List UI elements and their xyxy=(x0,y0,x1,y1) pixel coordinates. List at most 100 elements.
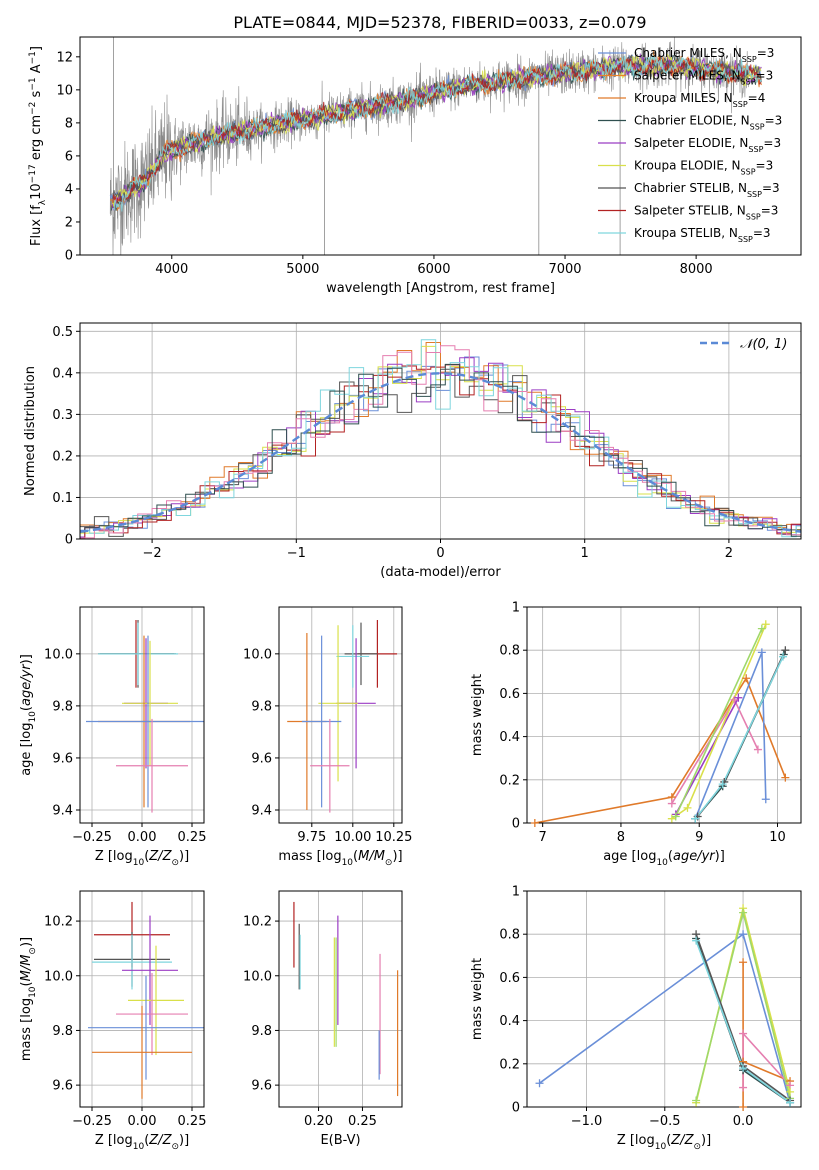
y-axis-label-part: 10 xyxy=(28,986,38,998)
x-axis-label-part: ⊙ xyxy=(171,1142,179,1152)
axes-age-vs-mass: 9.75 10.00 10.25 9.4 9.6 9.8 10.0 mass [log10(M… xyxy=(243,606,412,868)
x-tick-label: 9 xyxy=(695,830,703,845)
y-axis-label-part: mass weight xyxy=(470,674,485,756)
y-tick-label: 4 xyxy=(65,182,73,197)
legend-entry-sub: SSP xyxy=(750,122,765,131)
legend-entry: Chabrier STELIB, NSSP=3 xyxy=(634,181,780,199)
weight-marker xyxy=(739,908,748,917)
y-axis-label-part: mass weight xyxy=(470,958,485,1040)
x-axis-label-part: (data-model)/error xyxy=(380,565,501,580)
x-axis-label: age [log10(age/yr)] xyxy=(603,849,725,868)
x-axis-label-part: age [log xyxy=(603,849,656,864)
model-spectrum xyxy=(112,56,762,206)
weight-line xyxy=(534,676,787,823)
y-tick-label: 0.1 xyxy=(52,491,73,506)
x-tick-label: 9.75 xyxy=(297,830,326,845)
axes-residuals: −2 −1 0 1 2 0 0.1 0.2 0.3 0.4 0.5 𝒩(0, 1) (data-mode… xyxy=(23,322,802,580)
x-tick-label: 4000 xyxy=(155,262,188,277)
x-axis-label-part: ( xyxy=(668,849,673,864)
y-tick-label: 9.8 xyxy=(251,1024,272,1039)
y-tick-label: 0.2 xyxy=(499,773,520,788)
y-axis-label-part: age [log xyxy=(19,723,34,776)
x-axis-label-part: )] xyxy=(392,849,402,864)
figure-title: PLATE=0844, MJD=52378, FIBERID=0033, z=0… xyxy=(233,13,646,32)
x-tick-label: 6000 xyxy=(417,262,450,277)
x-axis-label-part: Z [log xyxy=(95,1133,133,1148)
axes-mass-vs-Z: −0.25 0.00 0.259.69.810.010.2Z [log10(Z/Z⊙… xyxy=(19,890,206,1152)
y-tick-label: 0.8 xyxy=(499,644,520,659)
x-axis-label-part: 10 xyxy=(342,858,354,868)
legend-entry: Kroupa MILES, NSSP=4 xyxy=(634,91,765,109)
legend-entry: Kroupa STELIB, NSSP=3 xyxy=(634,226,771,244)
x-axis-label-part: mass [log xyxy=(278,849,341,864)
model-spectrum xyxy=(112,55,762,212)
weight-marker xyxy=(778,652,787,661)
y-tick-label: 9.8 xyxy=(52,699,73,714)
plot-area xyxy=(534,623,787,823)
weight-line xyxy=(674,628,763,817)
y-axis-label: mass [log10(M/M⊙)] xyxy=(19,937,38,1061)
x-tick-label: 1 xyxy=(581,546,589,561)
y-tick-label: 9.8 xyxy=(52,1024,73,1039)
legend-entry-sub: SSP xyxy=(741,167,756,176)
y-tick-label: 10.0 xyxy=(243,969,272,984)
weight-marker xyxy=(757,648,766,657)
legend-entry-name: Salpeter MILES, N xyxy=(634,69,741,83)
x-axis-label-part: 10 xyxy=(133,1142,145,1152)
weight-marker xyxy=(742,674,751,683)
y-axis-label-part: ] xyxy=(29,46,44,51)
y-axis-label-part: mass [log xyxy=(19,998,34,1061)
y-tick-label: 10.0 xyxy=(243,647,272,662)
y-axis-label-part: Flux [f xyxy=(29,205,44,246)
y-tick-label: 0.4 xyxy=(52,366,73,381)
y-axis-label: mass weight xyxy=(470,958,485,1040)
residual-histogram xyxy=(80,363,801,537)
y-tick-label: 12 xyxy=(56,50,73,65)
x-axis-label-part: age/yr xyxy=(673,849,716,864)
weight-marker xyxy=(671,812,680,821)
legend-entry-sub: SSP xyxy=(747,190,762,199)
x-axis-label-part: Z [log xyxy=(95,849,133,864)
legend-entry-count: =3 xyxy=(753,226,771,240)
x-axis-label-part: 10 xyxy=(133,858,145,868)
y-tick-label: 0 xyxy=(65,249,73,264)
weight-marker xyxy=(761,795,770,804)
y-axis-label-part: ( xyxy=(19,706,34,711)
x-tick-label: 2 xyxy=(725,546,733,561)
axes-frame xyxy=(278,606,403,824)
weight-marker xyxy=(718,780,727,789)
y-tick-label: 0.5 xyxy=(52,325,73,340)
x-tick-label: −0.25 xyxy=(72,1114,112,1129)
legend-entry-name: Kroupa MILES, N xyxy=(634,91,733,105)
x-axis-label-part: E(B-V) xyxy=(320,1133,360,1148)
x-tick-label: −2 xyxy=(143,546,162,561)
weight-marker xyxy=(739,1064,748,1073)
y-axis-label-part: −1 xyxy=(28,77,38,90)
y-tick-label: 10 xyxy=(56,83,73,98)
x-tick-label: 10.25 xyxy=(375,830,412,845)
x-axis-label-part: ⊙ xyxy=(171,858,179,868)
legend-entry-count: =3 xyxy=(765,114,783,128)
weight-marker xyxy=(739,930,748,939)
y-tick-label: 0.8 xyxy=(499,928,520,943)
x-tick-label: 7000 xyxy=(548,262,581,277)
y-axis-label-part: ( xyxy=(19,981,34,986)
x-axis-label-part: )] xyxy=(179,1133,189,1148)
y-axis-label-part: ⊙ xyxy=(28,947,38,955)
x-axis-label-part: )] xyxy=(179,849,189,864)
x-axis-label-part: ( xyxy=(144,1133,149,1148)
axes-age-vs-Z: −0.25 0.00 0.259.49.69.810.0Z [log10(Z/Z⊙)… xyxy=(19,606,207,868)
axes-mass-vs-ebv: 0.20 0.25 9.6 9.8 10.0 10.2 E(B-V) xyxy=(243,890,403,1148)
x-tick-label: −0.25 xyxy=(72,830,112,845)
x-tick-label: 8000 xyxy=(680,262,713,277)
y-tick-label: 0.6 xyxy=(499,687,520,702)
x-tick-label: 0.25 xyxy=(348,1114,377,1129)
x-tick-label: 0.25 xyxy=(178,830,207,845)
y-axis-label-part: −2 xyxy=(28,102,38,115)
y-axis-label-part: Normed distribution xyxy=(23,366,38,496)
axes-weight-vs-Z: −1.0 −0.5 0.0 0 0.2 0.4 0.6 0.8 1 Z [log10(Z/Z⊙)]… xyxy=(470,885,802,1152)
weight-marker xyxy=(739,1083,748,1092)
